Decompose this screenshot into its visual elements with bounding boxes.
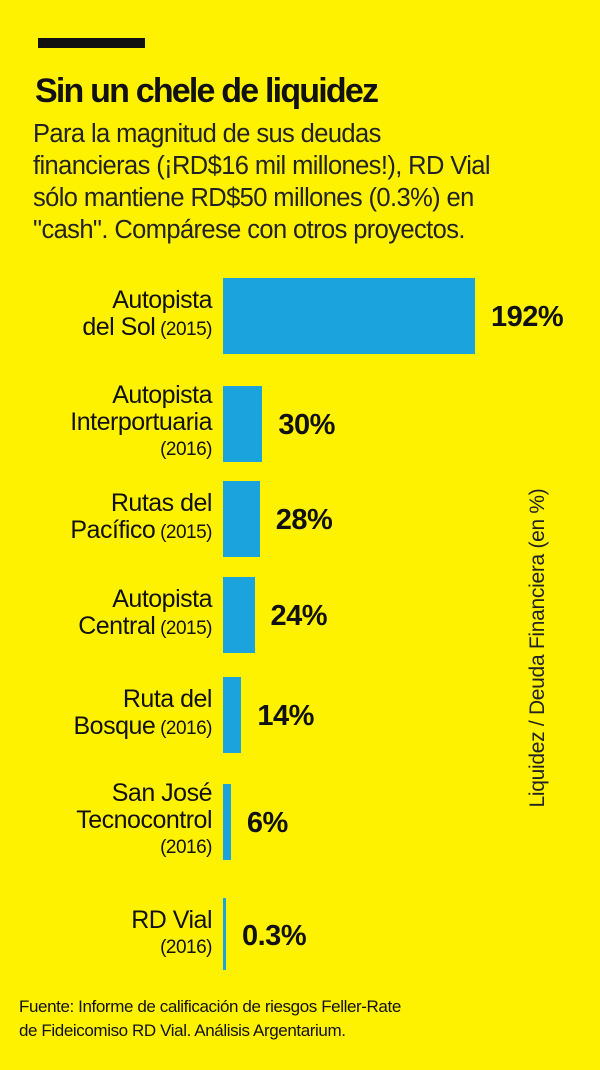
subtitle-line: sólo mantiene RD$50 millones (0.3%) en	[33, 184, 474, 212]
value-label: 28%	[275, 504, 333, 536]
category-year: (2015)	[155, 522, 212, 543]
chart-title: Sin un chele de liquidez	[35, 72, 379, 110]
category-label: Autopista Interportuaria (2016)	[70, 380, 212, 463]
category-line: Rutas del	[110, 489, 213, 517]
bar	[223, 677, 242, 753]
category-line: RD Vial	[131, 906, 212, 934]
axis-label: Liquidez / Deuda Financiera (en %)	[526, 488, 549, 808]
category-line: Autopista	[112, 286, 212, 314]
bar	[223, 784, 231, 860]
bar	[223, 386, 263, 462]
source-line: de Fideicomiso RD Vial. Análisis Argenta…	[19, 1021, 346, 1040]
value-label: 0.3%	[242, 920, 307, 952]
category-label: Ruta del Bosque (2016)	[74, 686, 213, 742]
bar	[223, 278, 475, 354]
bar	[223, 898, 226, 970]
chart-subtitle: Para la magnitud de sus deudas financier…	[33, 118, 593, 246]
value-label: 14%	[257, 700, 314, 732]
subtitle-line: financieras (¡RD$16 mil millones!), RD V…	[33, 152, 491, 180]
category-year: (2016)	[155, 718, 212, 739]
category-label: Autopista del Sol (2015)	[82, 287, 212, 343]
bar	[223, 577, 255, 653]
category-label: Rutas del Pacífico (2015)	[70, 490, 212, 546]
source-line: Fuente: Informe de calificación de riesg…	[19, 997, 401, 1016]
value-label: 30%	[278, 409, 335, 441]
category-year: (2016)	[160, 438, 212, 460]
category-line: San José	[111, 778, 213, 807]
subtitle-line: "cash". Compárese con otros proyectos.	[33, 216, 465, 244]
category-line: Central (2015)	[78, 612, 212, 640]
category-label: RD Vial (2016)	[131, 907, 212, 961]
category-line: Bosque (2016)	[73, 712, 213, 740]
category-year: (2015)	[155, 618, 212, 639]
bar	[223, 481, 260, 557]
category-line: Pacífico (2015)	[70, 516, 212, 544]
value-label: 6%	[246, 807, 288, 839]
category-line: Ruta del	[122, 685, 213, 713]
category-line: Tecnocontrol	[76, 805, 212, 834]
value-label: 192%	[491, 301, 564, 333]
subtitle-line: Para la magnitud de sus deudas	[33, 120, 381, 148]
category-line: Autopista	[112, 380, 212, 409]
source-note: Fuente: Informe de calificación de riesg…	[19, 995, 401, 1043]
category-line: Interportuaria	[70, 407, 212, 436]
category-label: San José Tecnocontrol (2016)	[76, 778, 213, 861]
category-year: (2015)	[155, 319, 212, 340]
category-line: Autopista	[112, 585, 212, 613]
category-year: (2016)	[160, 836, 212, 858]
category-line: del Sol (2015)	[82, 313, 212, 341]
value-label: 24%	[270, 600, 328, 632]
category-label: Autopista Central (2015)	[78, 586, 212, 642]
category-year: (2016)	[160, 937, 212, 958]
decorative-top-bar	[38, 38, 145, 48]
